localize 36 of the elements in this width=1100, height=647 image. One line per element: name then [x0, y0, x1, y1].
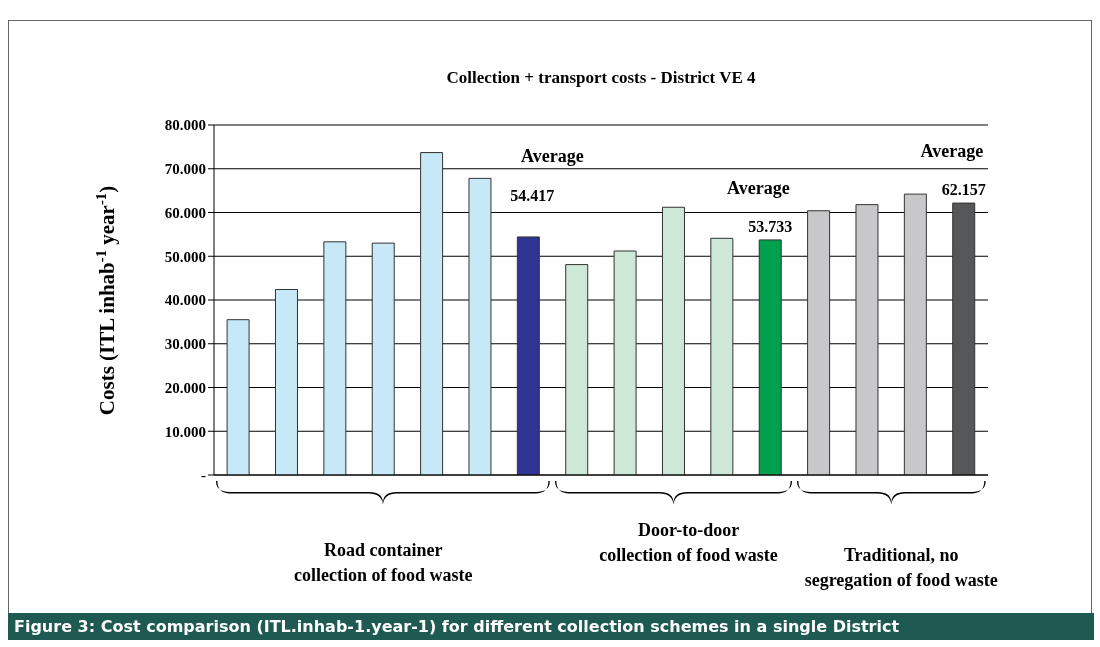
- bar: [758, 239, 782, 475]
- annotation: Average: [521, 145, 584, 166]
- bar: [516, 236, 540, 475]
- y-tick-label: 50.000: [164, 248, 206, 265]
- bar: [323, 241, 347, 475]
- text: Road container collection of food waste: [294, 540, 473, 585]
- y-tick-label: 20.000: [164, 379, 206, 396]
- y-tick-label: 80.000: [164, 117, 206, 134]
- y-tick-label: 70.000: [164, 161, 206, 178]
- y-tick-label: 30.000: [164, 336, 206, 353]
- annotation: Average: [726, 178, 790, 199]
- y-tick-label: 10.000: [164, 423, 206, 440]
- bar: [371, 242, 395, 475]
- bar: [613, 250, 637, 475]
- bar: [807, 210, 831, 475]
- data-label: 54.417: [510, 187, 555, 205]
- bar: [855, 204, 879, 475]
- y-tick-label: 40.000: [164, 292, 206, 309]
- annotation: Average: [920, 140, 984, 161]
- y-tick-label: -: [201, 467, 206, 484]
- bar: [710, 237, 734, 475]
- bar: [274, 289, 298, 475]
- bar: [661, 206, 685, 475]
- bar: [952, 202, 976, 475]
- data-label: 53.733: [748, 218, 793, 236]
- chart-title: Collection + transport costs - District VE 4: [446, 68, 757, 87]
- y-tick-label: 60.000: [164, 204, 206, 221]
- bar: [420, 152, 444, 475]
- data-label: 62.157: [941, 181, 986, 199]
- bar: [903, 193, 927, 475]
- bar: [468, 177, 492, 475]
- text: Door-to-door collection of food waste: [599, 520, 778, 565]
- bar: [565, 264, 589, 475]
- caption: Figure 3: Cost comparison (ITL.inhab-1.year-1) for different collection schemes in a single District: [8, 613, 1094, 640]
- bar: [226, 319, 250, 475]
- text: Traditional, no segregation of food waste: [804, 545, 998, 590]
